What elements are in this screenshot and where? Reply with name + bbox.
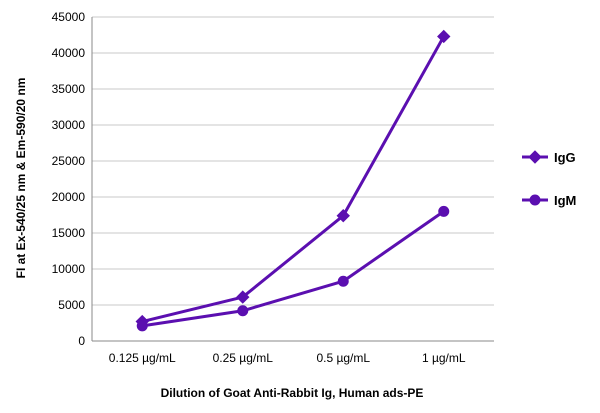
y-tick-label: 30000 — [52, 118, 86, 132]
data-point-igm — [337, 275, 349, 287]
data-point-igm — [438, 205, 450, 217]
x-tick-label: 1 µg/mL — [422, 351, 466, 365]
x-tick-label: 0.25 µg/mL — [213, 351, 274, 365]
data-point-igg — [336, 209, 350, 223]
data-point-igg — [437, 29, 451, 44]
y-tick-label: 0 — [78, 334, 85, 348]
y-tick-label: 5000 — [58, 298, 85, 312]
legend: IgG IgM — [522, 150, 576, 208]
data-point-igm — [237, 305, 249, 317]
y-tick-label: 10000 — [52, 262, 86, 276]
series-group — [135, 29, 451, 332]
y-tick-label: 15000 — [52, 226, 86, 240]
legend-marker-igm — [529, 194, 541, 206]
legend-label-igg: IgG — [554, 150, 576, 165]
data-point-igm — [136, 320, 148, 332]
legend-label-igm: IgM — [554, 193, 576, 208]
data-point-igg — [236, 290, 250, 304]
x-tick-label: 0.5 µg/mL — [316, 351, 370, 365]
x-axis-title: Dilution of Goat Anti-Rabbit Ig, Human a… — [161, 386, 424, 400]
series-line-igm — [142, 210, 445, 328]
gridlines — [91, 16, 494, 342]
y-axis-ticks: 0 5000 10000 15000 20000 25000 30000 35000 40000… — [52, 10, 86, 348]
x-tick-label: 0.125 µg/mL — [109, 351, 176, 365]
y-tick-label: 40000 — [52, 46, 86, 60]
x-axis-ticks: 0.125 µg/mL 0.25 µg/mL 0.5 µg/mL 1 µg/mL — [109, 351, 466, 365]
legend-marker-igg — [528, 150, 542, 164]
y-tick-label: 25000 — [52, 154, 86, 168]
y-axis-title: FI at Ex-540/25 nm & Em-590/20 nm — [14, 78, 28, 279]
y-tick-label: 20000 — [52, 190, 86, 204]
y-tick-label: 35000 — [52, 82, 86, 96]
series-line-igg — [141, 35, 446, 324]
y-tick-label: 45000 — [52, 10, 86, 24]
